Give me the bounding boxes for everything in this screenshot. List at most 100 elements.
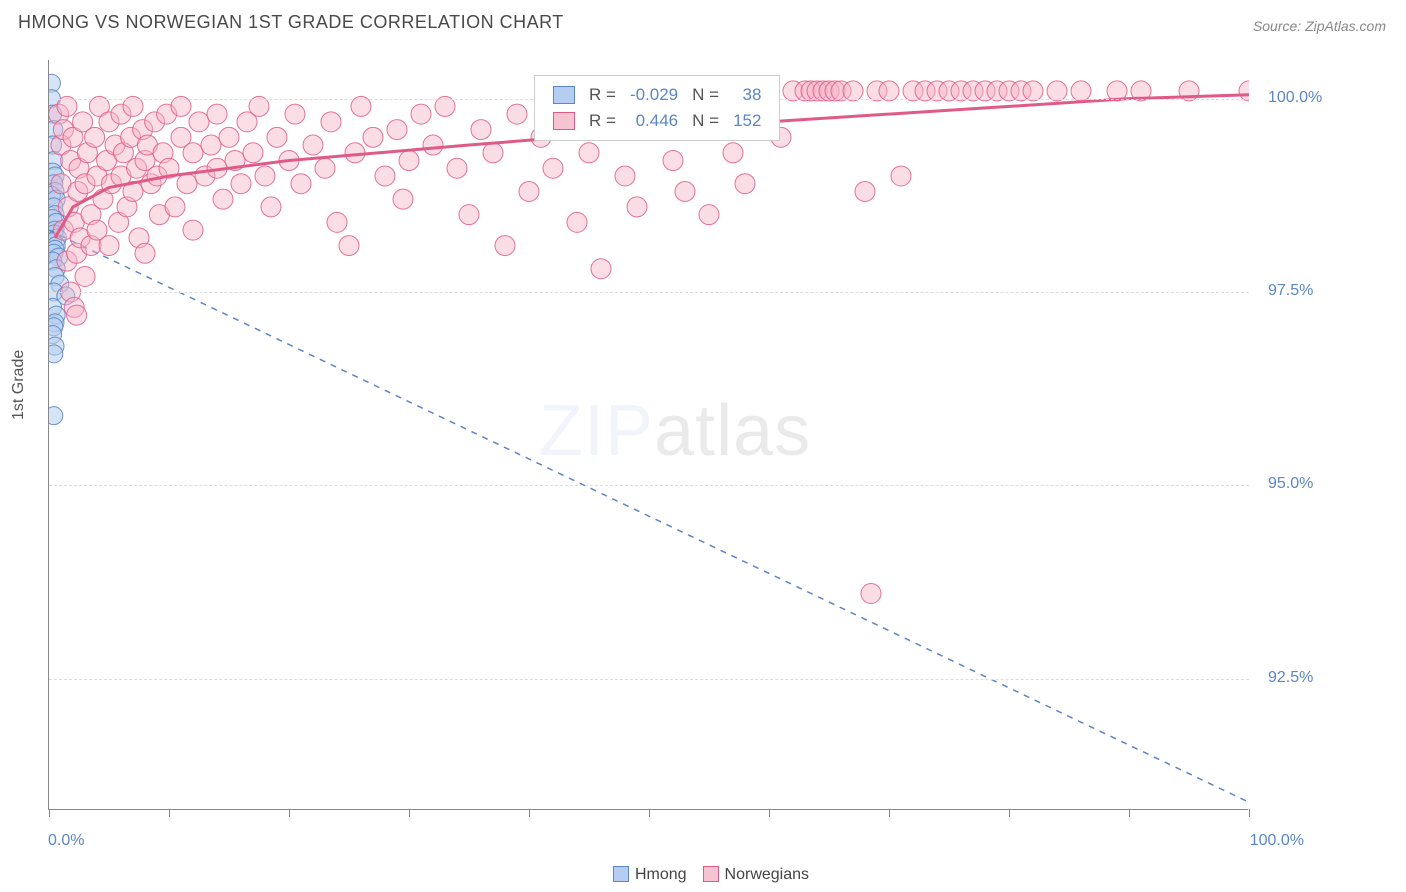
gridline [49,485,1249,486]
point-norwegians [615,166,635,186]
legend-stats-row: R =-0.029N =38 [547,83,767,107]
x-tick [889,809,890,817]
point-norwegians [567,212,587,232]
stat-n-value: 152 [727,109,767,133]
point-norwegians [213,189,233,209]
point-norwegians [423,135,443,155]
x-tick [1129,809,1130,817]
point-norwegians [507,104,527,124]
point-norwegians [231,174,251,194]
point-norwegians [723,143,743,163]
x-tick [1249,809,1250,817]
point-norwegians [663,151,683,171]
y-tick-label: 100.0% [1268,89,1322,107]
point-norwegians [891,166,911,186]
legend-bottom: Hmong Norwegians [0,866,1406,884]
point-norwegians [675,181,695,201]
point-norwegians [321,112,341,132]
y-tick-label: 92.5% [1268,669,1313,687]
point-norwegians [375,166,395,186]
point-norwegians [183,220,203,240]
y-axis-title: 1st Grade [10,350,28,420]
point-norwegians [267,127,287,147]
chart-svg [49,60,1249,810]
point-norwegians [519,181,539,201]
point-norwegians [285,104,305,124]
x-tick [529,809,530,817]
point-norwegians [75,266,95,286]
y-tick-label: 97.5% [1268,282,1313,300]
legend-swatch [553,112,575,130]
point-norwegians [483,143,503,163]
point-norwegians [495,236,515,256]
point-norwegians [471,120,491,140]
point-norwegians [165,197,185,217]
stat-n-label: N = [686,109,725,133]
point-norwegians [261,197,281,217]
stat-n-value: 38 [727,83,767,107]
point-norwegians [67,305,87,325]
point-norwegians [303,135,323,155]
x-tick [409,809,410,817]
point-norwegians [85,127,105,147]
point-norwegians [135,243,155,263]
x-min-label: 0.0% [48,832,84,850]
trendline-hmong [49,230,1249,802]
gridline [49,292,1249,293]
point-norwegians [399,151,419,171]
x-tick [169,809,170,817]
legend-stats-row: R =0.446N =152 [547,109,767,133]
point-norwegians [315,158,335,178]
point-norwegians [291,174,311,194]
stat-r-label: R = [583,109,622,133]
stat-n-label: N = [686,83,725,107]
plot-area: ZIPatlas [48,60,1248,810]
point-norwegians [591,259,611,279]
y-tick-label: 95.0% [1268,475,1313,493]
legend-label: Norwegians [725,866,809,883]
legend-label: Hmong [635,866,687,883]
stat-r-value: 0.446 [624,109,684,133]
x-tick [769,809,770,817]
legend-swatch [703,866,719,882]
point-norwegians [183,143,203,163]
point-norwegians [339,236,359,256]
x-tick [289,809,290,817]
point-norwegians [543,158,563,178]
x-tick [649,809,650,817]
stat-r-value: -0.029 [624,83,684,107]
point-norwegians [327,212,347,232]
point-norwegians [207,104,227,124]
legend-stats-box: R =-0.029N =38R =0.446N =152 [534,75,780,141]
point-norwegians [255,166,275,186]
legend-swatch [553,86,575,104]
stat-r-label: R = [583,83,622,107]
point-norwegians [201,135,221,155]
point-norwegians [363,127,383,147]
gridline [49,679,1249,680]
point-norwegians [579,143,599,163]
chart-title: HMONG VS NORWEGIAN 1ST GRADE CORRELATION… [18,12,564,33]
x-max-label: 100.0% [1250,832,1304,850]
point-norwegians [699,205,719,225]
point-hmong [49,345,63,363]
point-norwegians [99,236,119,256]
point-norwegians [735,174,755,194]
point-norwegians [855,181,875,201]
source-label: Source: ZipAtlas.com [1253,18,1386,34]
point-norwegians [627,197,647,217]
point-norwegians [861,584,881,604]
point-norwegians [387,120,407,140]
point-norwegians [411,104,431,124]
x-tick [49,809,50,817]
point-norwegians [459,205,479,225]
legend-swatch [613,866,629,882]
point-hmong [49,407,63,425]
point-norwegians [177,174,197,194]
point-norwegians [219,127,239,147]
x-tick [1009,809,1010,817]
point-norwegians [447,158,467,178]
point-norwegians [189,112,209,132]
point-norwegians [393,189,413,209]
point-norwegians [243,143,263,163]
